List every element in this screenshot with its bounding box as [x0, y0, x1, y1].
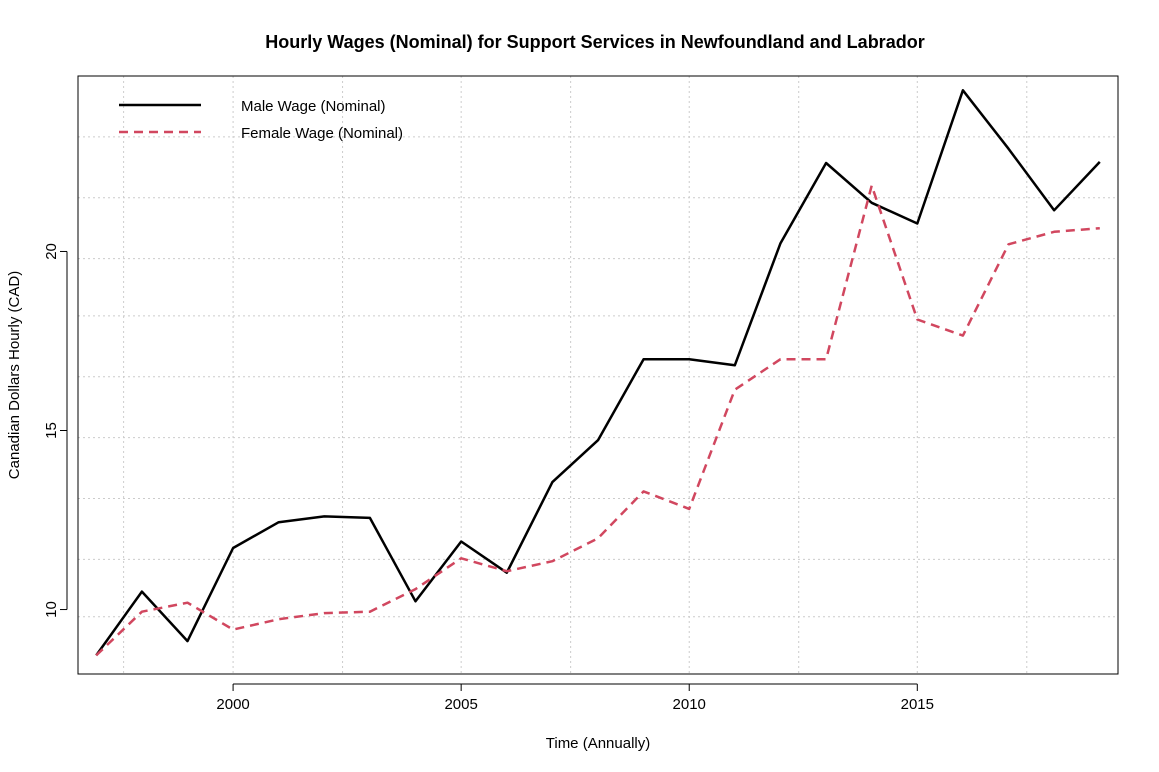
data-series [95, 89, 1101, 657]
legend-label-0: Male Wage (Nominal) [241, 98, 386, 115]
series-line-1 [95, 184, 1100, 657]
y-tick-label-15: 15 [43, 422, 60, 439]
x-tick-label-2005: 2005 [444, 696, 477, 713]
grid-lines [78, 76, 1118, 674]
axes: 2000 2005 2010 2015 10 15 20 [43, 243, 934, 713]
x-tick-label-2000: 2000 [216, 696, 249, 713]
y-axis-label: Canadian Dollars Hourly (CAD) [6, 271, 23, 479]
y-tick-label-20: 20 [43, 243, 60, 260]
plot-frame [77, 75, 1119, 675]
chart-title: Hourly Wages (Nominal) for Support Servi… [265, 32, 924, 52]
series-line-0 [95, 89, 1101, 657]
y-tick-label-10: 10 [43, 601, 60, 618]
x-tick-label-2010: 2010 [673, 696, 706, 713]
legend: Male Wage (Nominal) Female Wage (Nominal) [119, 98, 403, 142]
legend-label-1: Female Wage (Nominal) [241, 125, 403, 142]
x-axis-label: Time (Annually) [546, 735, 650, 752]
x-tick-label-2015: 2015 [901, 696, 934, 713]
